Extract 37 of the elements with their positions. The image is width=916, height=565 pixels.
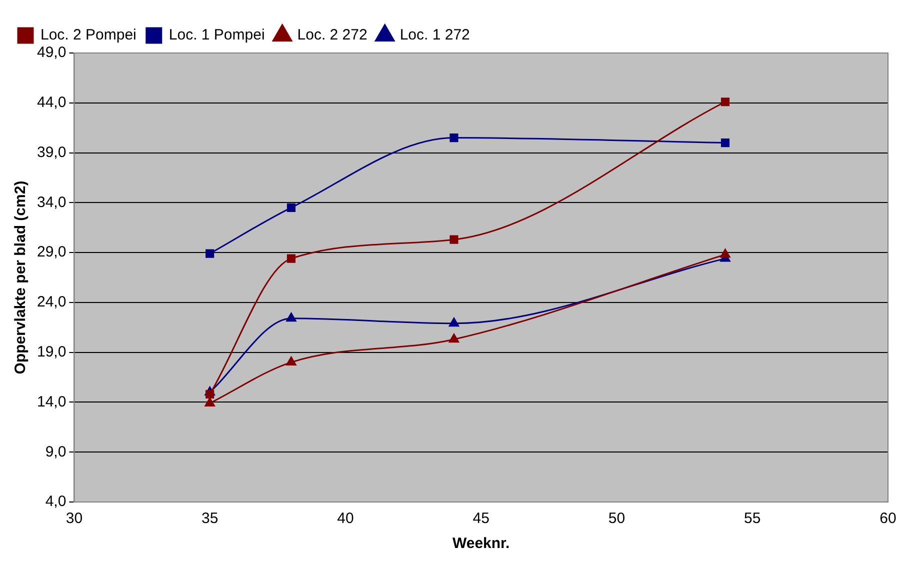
x-axis-title: Weeknr. xyxy=(452,535,510,552)
point xyxy=(206,249,214,258)
x-tick-label: 30 xyxy=(66,510,83,528)
y-tick-label: 44,0 xyxy=(36,94,66,112)
point xyxy=(448,318,460,327)
point xyxy=(450,134,458,142)
y-tick-label: 29,0 xyxy=(36,244,66,261)
point xyxy=(450,235,458,244)
point xyxy=(286,203,296,212)
x-tick-label: 40 xyxy=(337,510,354,528)
x-tick-label: 45 xyxy=(472,510,490,528)
point xyxy=(448,334,460,343)
y-tick-label: 9,0 xyxy=(45,443,66,460)
y-tick-label: 19,0 xyxy=(36,343,66,360)
y-tick-label: 34,0 xyxy=(36,194,66,211)
legend-label: Loc. 2 Pompei xyxy=(40,26,136,44)
legend-label: Loc. 1 272 xyxy=(400,26,470,44)
point xyxy=(286,312,296,322)
point xyxy=(720,98,730,106)
point xyxy=(206,390,214,399)
x-tick-label: 55 xyxy=(744,510,761,528)
x-tick-label: 50 xyxy=(608,510,626,528)
y-axis-title: Oppervlakte per blad (cm2) xyxy=(12,180,30,374)
y-tick-label: 14,0 xyxy=(36,393,66,410)
y-tick-label: 39,0 xyxy=(36,144,66,161)
y-tick-label: 49,0 xyxy=(36,44,66,62)
y-tick-label: 24,0 xyxy=(36,294,66,311)
y-tick-label: 4,0 xyxy=(45,493,66,510)
x-tick-label: 35 xyxy=(201,510,218,528)
point xyxy=(720,138,730,148)
point xyxy=(286,356,296,366)
point xyxy=(204,397,215,406)
point xyxy=(286,254,296,263)
legend-label: Loc. 1 Pompei xyxy=(168,26,265,44)
point xyxy=(720,248,730,258)
x-tick-label: 60 xyxy=(880,510,896,528)
legend-label: Loc. 2 272 xyxy=(297,26,368,44)
